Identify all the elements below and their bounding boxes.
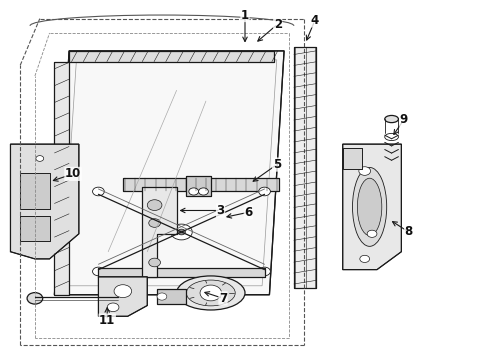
Ellipse shape — [357, 178, 382, 235]
Circle shape — [149, 219, 160, 227]
Circle shape — [177, 229, 185, 235]
Circle shape — [259, 187, 270, 196]
Bar — [69, 51, 274, 62]
Text: 6: 6 — [245, 206, 252, 219]
Circle shape — [36, 156, 44, 161]
Circle shape — [27, 293, 43, 304]
Bar — [123, 178, 279, 191]
Bar — [20, 173, 49, 209]
Bar — [343, 148, 362, 169]
Ellipse shape — [186, 280, 235, 306]
Polygon shape — [54, 51, 284, 295]
Bar — [123, 178, 279, 191]
Circle shape — [147, 200, 162, 211]
Polygon shape — [143, 187, 176, 277]
Text: 1: 1 — [241, 9, 249, 22]
Circle shape — [149, 258, 160, 267]
Polygon shape — [98, 277, 147, 316]
Circle shape — [359, 167, 370, 175]
Circle shape — [107, 303, 119, 312]
Bar — [54, 62, 69, 295]
Circle shape — [157, 293, 167, 300]
Text: 7: 7 — [219, 292, 227, 305]
Circle shape — [171, 224, 192, 240]
Bar — [69, 51, 274, 62]
Bar — [186, 176, 211, 196]
Bar — [294, 47, 316, 288]
Circle shape — [200, 285, 221, 301]
Polygon shape — [10, 144, 79, 259]
Circle shape — [367, 230, 377, 237]
Text: 3: 3 — [217, 204, 224, 217]
Bar — [20, 216, 49, 241]
Circle shape — [198, 188, 208, 195]
Circle shape — [93, 267, 104, 276]
Circle shape — [259, 267, 270, 276]
Bar — [186, 176, 211, 196]
Bar — [20, 173, 49, 209]
Bar — [157, 289, 186, 304]
Circle shape — [114, 285, 132, 298]
Bar — [343, 148, 362, 169]
Ellipse shape — [385, 134, 398, 140]
Text: 4: 4 — [311, 14, 319, 27]
Bar — [157, 289, 186, 304]
Circle shape — [360, 255, 369, 262]
Text: 2: 2 — [274, 18, 282, 31]
Bar — [54, 62, 69, 295]
Text: 9: 9 — [400, 113, 408, 126]
Bar — [294, 47, 316, 288]
Bar — [98, 268, 265, 277]
Text: 10: 10 — [65, 167, 81, 180]
Text: 8: 8 — [405, 225, 413, 238]
Ellipse shape — [385, 116, 398, 123]
Text: 11: 11 — [99, 314, 115, 327]
Bar — [20, 216, 49, 241]
Bar — [98, 268, 265, 277]
Circle shape — [189, 188, 198, 195]
Ellipse shape — [176, 276, 245, 310]
Ellipse shape — [352, 167, 387, 246]
Text: 5: 5 — [272, 158, 281, 171]
Circle shape — [93, 187, 104, 196]
Polygon shape — [343, 144, 401, 270]
